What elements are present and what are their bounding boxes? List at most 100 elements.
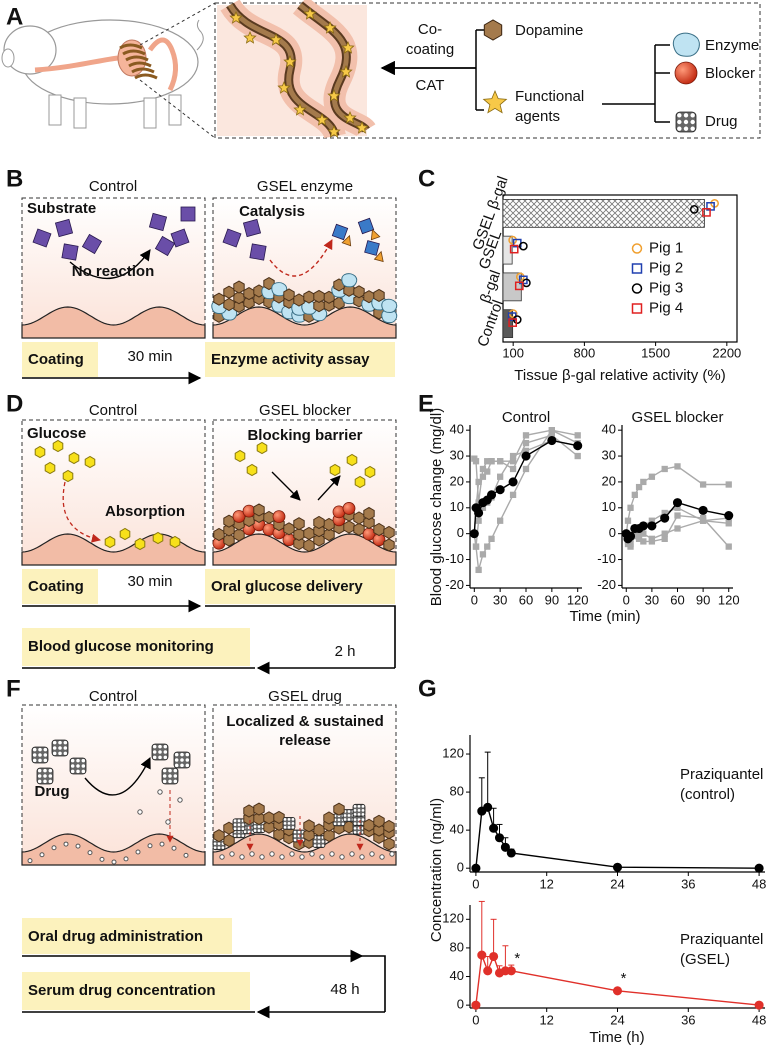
substrate xyxy=(81,233,103,255)
drug-dot xyxy=(353,826,357,830)
duration: 48 h xyxy=(330,981,359,998)
drug-dot xyxy=(357,809,361,812)
drug-particle xyxy=(165,819,171,825)
drug-particle xyxy=(359,854,365,860)
drug-dot xyxy=(241,827,245,831)
marker xyxy=(475,566,482,574)
drug-particle xyxy=(135,849,141,855)
flow-line xyxy=(205,605,396,668)
hexagon xyxy=(243,287,255,301)
drug-dot xyxy=(683,113,689,118)
x-tick-label: 60 xyxy=(519,592,533,607)
marker xyxy=(640,538,647,545)
drug-dot xyxy=(217,842,221,846)
star xyxy=(277,80,291,94)
zoom-line xyxy=(139,79,216,139)
drug-dot xyxy=(257,825,261,828)
marker xyxy=(725,481,732,488)
marker xyxy=(725,543,732,550)
hexagon xyxy=(273,810,285,824)
hexagon xyxy=(383,538,395,552)
drug-dot xyxy=(317,844,321,847)
hexagon xyxy=(373,814,385,828)
drug-particle xyxy=(239,854,245,860)
bar xyxy=(502,199,705,228)
box-title: Control xyxy=(89,178,137,195)
enzyme-icon xyxy=(672,32,700,57)
marker xyxy=(754,1000,764,1010)
panel-letter: A xyxy=(6,3,23,30)
x-tick-label: 36 xyxy=(681,1012,695,1027)
hexagon xyxy=(169,535,181,549)
drug-dot xyxy=(291,826,295,829)
drug-dot xyxy=(361,809,365,812)
label: Catalysis xyxy=(239,203,305,220)
drug-dot xyxy=(683,119,689,125)
tissue xyxy=(212,306,397,339)
hexagon xyxy=(233,280,245,294)
step: Coating xyxy=(28,578,84,595)
panel-letter: E xyxy=(418,390,434,417)
y-tick-label: 0 xyxy=(609,525,616,540)
x-axis-label: Time (min) xyxy=(569,608,640,625)
drug-particle xyxy=(63,841,69,847)
label: CAT xyxy=(416,77,445,94)
drug-particle xyxy=(339,854,345,860)
drug-dot xyxy=(52,751,57,756)
drug-dot xyxy=(173,779,178,784)
marker xyxy=(689,205,699,214)
x-tick-label: 36 xyxy=(681,876,695,891)
drug-dot xyxy=(293,834,297,838)
drug-dot xyxy=(37,779,42,784)
significance: * xyxy=(621,970,627,987)
y-axis-label: Blood glucose change (mg/dl) xyxy=(428,408,445,606)
step-highlight xyxy=(205,569,395,604)
step: Serum drug concentration xyxy=(28,982,216,999)
x-tick-label: 0 xyxy=(472,1012,479,1027)
drug-dot xyxy=(158,755,162,760)
marker xyxy=(489,823,499,833)
marker xyxy=(640,478,647,486)
intestine xyxy=(119,43,143,50)
drug-dot xyxy=(174,763,179,768)
star xyxy=(327,124,341,138)
marker xyxy=(508,477,518,487)
drug-dot xyxy=(233,819,237,823)
drug-dot xyxy=(690,126,695,131)
hexagon xyxy=(293,293,305,307)
marker xyxy=(699,481,707,488)
drug-dot xyxy=(283,818,287,821)
drug-dot xyxy=(337,822,341,826)
marker xyxy=(627,504,634,511)
drug-dot xyxy=(63,740,68,745)
step: Coating xyxy=(28,351,84,368)
y-tick-label: 10 xyxy=(450,499,464,514)
annotation: Praziquantel xyxy=(680,931,763,948)
legend-label: Pig 4 xyxy=(649,299,683,316)
hexagon xyxy=(354,475,366,489)
hexagon xyxy=(52,439,64,453)
marker xyxy=(631,491,638,499)
drug-particle xyxy=(229,851,235,857)
drug-dot xyxy=(337,818,341,822)
hexagon xyxy=(313,823,325,837)
drug-dot xyxy=(233,827,237,831)
label: Functional xyxy=(515,88,584,105)
tissue xyxy=(21,306,206,339)
pig-head xyxy=(3,25,57,75)
drug-dot xyxy=(152,744,157,749)
drug-particle xyxy=(123,856,129,862)
drug-dot xyxy=(313,844,317,847)
drug-dot xyxy=(361,818,365,821)
hexagon xyxy=(323,811,335,825)
marker xyxy=(674,463,681,470)
hexagon xyxy=(234,449,246,463)
marker xyxy=(724,511,734,521)
intestine xyxy=(122,49,146,56)
hexagon xyxy=(223,285,235,299)
esophagus xyxy=(34,55,119,73)
drug-dot xyxy=(70,769,75,774)
hexagon xyxy=(373,522,385,537)
marker xyxy=(509,452,517,460)
hexagon xyxy=(119,527,131,541)
